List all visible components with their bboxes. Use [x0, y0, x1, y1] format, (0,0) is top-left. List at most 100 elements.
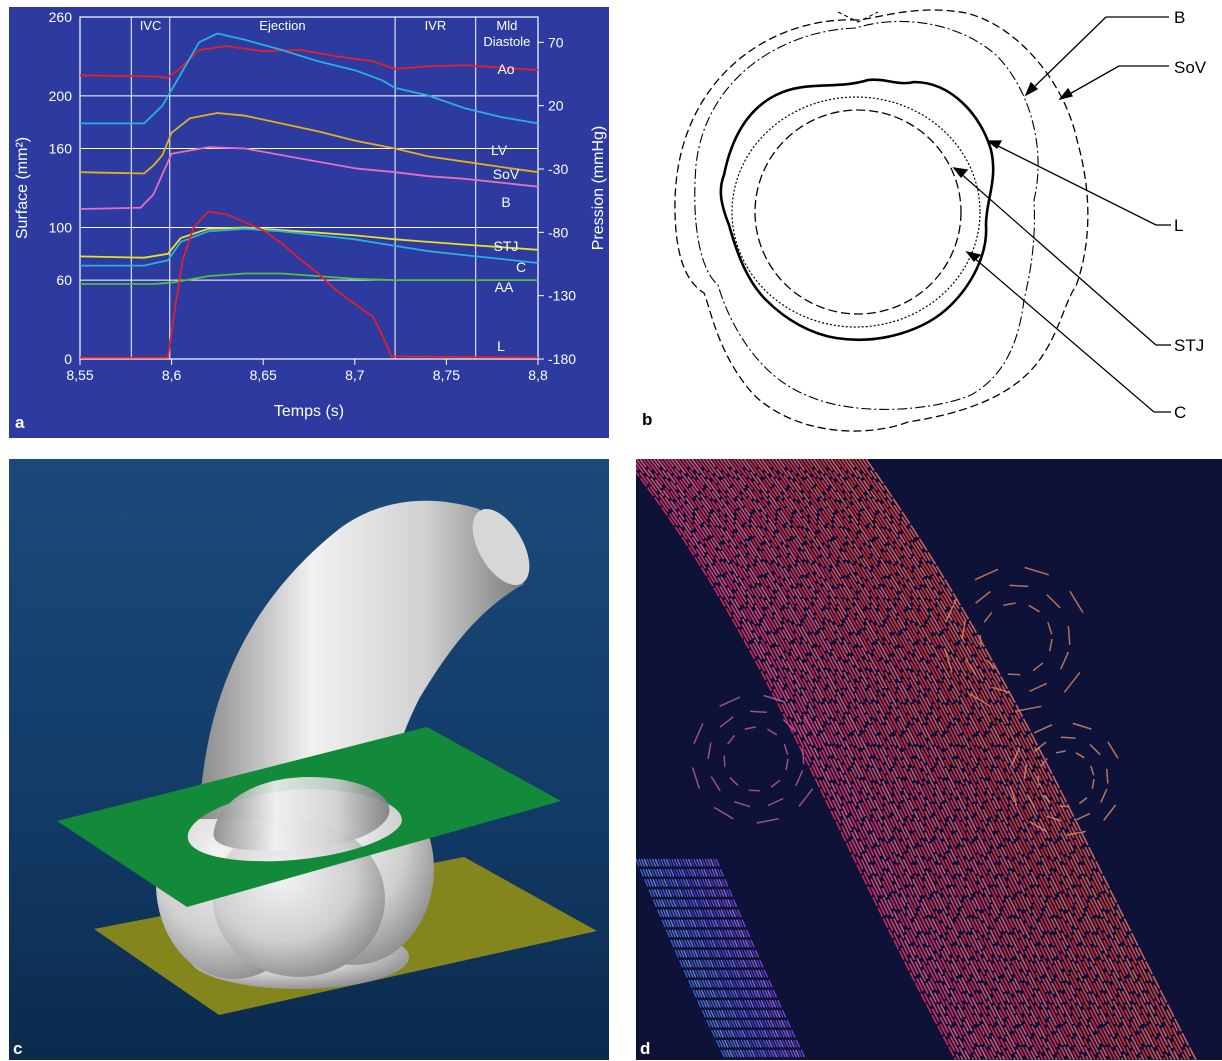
vortex-streak: [974, 568, 999, 581]
vortex-streak: [1016, 705, 1042, 712]
streamline: [761, 459, 1093, 1060]
left-tick-label: 260: [49, 9, 73, 25]
vortex-streak: [1069, 590, 1084, 613]
vortex-streak: [965, 658, 977, 676]
x-axis-title: Temps (s): [274, 403, 344, 420]
vortex-streak: [750, 710, 767, 714]
vortex-streak: [1089, 743, 1101, 756]
streamline: [719, 459, 1051, 1060]
vortex-streak: [710, 776, 721, 792]
streamline: [643, 858, 735, 1060]
vortex-streak: [1023, 764, 1028, 780]
phase-label: Ejection: [259, 18, 305, 33]
l-contour: [719, 78, 995, 342]
vortex-streak: [1003, 602, 1016, 607]
streamline: [636, 470, 957, 1060]
streamline: [657, 858, 749, 1060]
panel-label-b: b: [642, 410, 653, 429]
left-tick-label: 60: [56, 272, 72, 288]
streamline: [687, 858, 780, 1060]
streamline: [733, 459, 1065, 1060]
stj-plane: [57, 727, 561, 907]
streamline: [665, 858, 757, 1060]
vortex-streak: [770, 779, 781, 788]
vortex-streak: [1106, 768, 1109, 784]
x-tick-label: 8,55: [66, 367, 93, 383]
panel-label-d: d: [640, 1039, 651, 1058]
streamline: [636, 459, 968, 1060]
vortex-streak: [707, 742, 712, 760]
label-c: C: [1174, 403, 1186, 422]
streamline: [837, 459, 1169, 1060]
label-stj: STJ: [1174, 336, 1204, 355]
streamline: [799, 459, 1131, 1060]
vortex-streak: [782, 718, 796, 732]
aortic-cross-section-diagram: B SoV L STJ C: [674, 8, 1207, 432]
vortex-streak: [979, 635, 982, 648]
streamline: [712, 858, 804, 1060]
streamline: [691, 459, 1023, 1060]
series-line-lv: [80, 32, 539, 125]
streamline: [685, 858, 777, 1060]
streamline: [774, 459, 1107, 1060]
streamline: [676, 858, 769, 1060]
series-label-c: C: [516, 259, 526, 275]
phase-label: Diastole: [483, 34, 530, 49]
phase-label: IVR: [425, 18, 447, 33]
commissure-notch: [837, 11, 879, 23]
vortex-streak: [801, 747, 805, 765]
vortex-streak: [1067, 626, 1071, 645]
flow-streamlines-image: [636, 459, 1222, 1060]
vortex-streak: [1055, 750, 1066, 754]
vortex-streak: [1033, 724, 1053, 734]
streamline: [858, 459, 1190, 1060]
streamline: [679, 858, 771, 1060]
phase-label: Mld: [496, 18, 517, 33]
vortex-streak: [1103, 804, 1117, 821]
vortex-streak: [943, 648, 953, 673]
streamline: [684, 459, 1016, 1060]
streamline: [726, 459, 1058, 1060]
streamline: [698, 858, 791, 1060]
streamline: [705, 459, 1037, 1060]
vortex-streak: [1009, 786, 1018, 806]
x-tick-label: 8,75: [433, 367, 460, 383]
vortex-streak: [733, 801, 751, 808]
vortex-streak: [744, 726, 756, 730]
streamline: [690, 858, 782, 1060]
vortex-streak: [1028, 604, 1040, 613]
streamline: [743, 459, 1075, 1060]
vortex-streak: [1037, 775, 1040, 786]
vortex-streak: [727, 734, 736, 745]
streamline: [809, 459, 1142, 1060]
streamline: [649, 459, 982, 1060]
right-tick-label: 70: [548, 34, 564, 50]
streamline: [712, 459, 1044, 1060]
streamline: [701, 858, 793, 1060]
y-axis-title-left: Surface (mm²): [14, 137, 31, 239]
series-line-aa: [80, 272, 538, 285]
streamline: [639, 459, 971, 1060]
series-label-l: L: [497, 338, 505, 354]
streamline: [681, 459, 1013, 1060]
streamline: [747, 459, 1079, 1060]
vortex-streak: [1091, 778, 1095, 789]
streamline: [704, 858, 796, 1060]
x-tick-label: 8,8: [528, 367, 548, 383]
streamline: [736, 459, 1069, 1060]
series-line-l: [80, 210, 539, 359]
streamline: [694, 459, 1027, 1060]
streamline: [816, 459, 1149, 1060]
streamline: [693, 858, 785, 1060]
streamline: [636, 461, 964, 1060]
vortex-streak: [1078, 797, 1088, 805]
streamline: [740, 459, 1072, 1060]
streamline: [834, 459, 1166, 1060]
streamline: [715, 459, 1048, 1060]
streamline: [865, 459, 1197, 1060]
streamline: [670, 459, 1002, 1060]
streamline: [656, 459, 989, 1060]
right-tick-label: 20: [548, 98, 564, 114]
vortex-streak: [1034, 741, 1047, 752]
vortex-streak: [767, 797, 784, 807]
